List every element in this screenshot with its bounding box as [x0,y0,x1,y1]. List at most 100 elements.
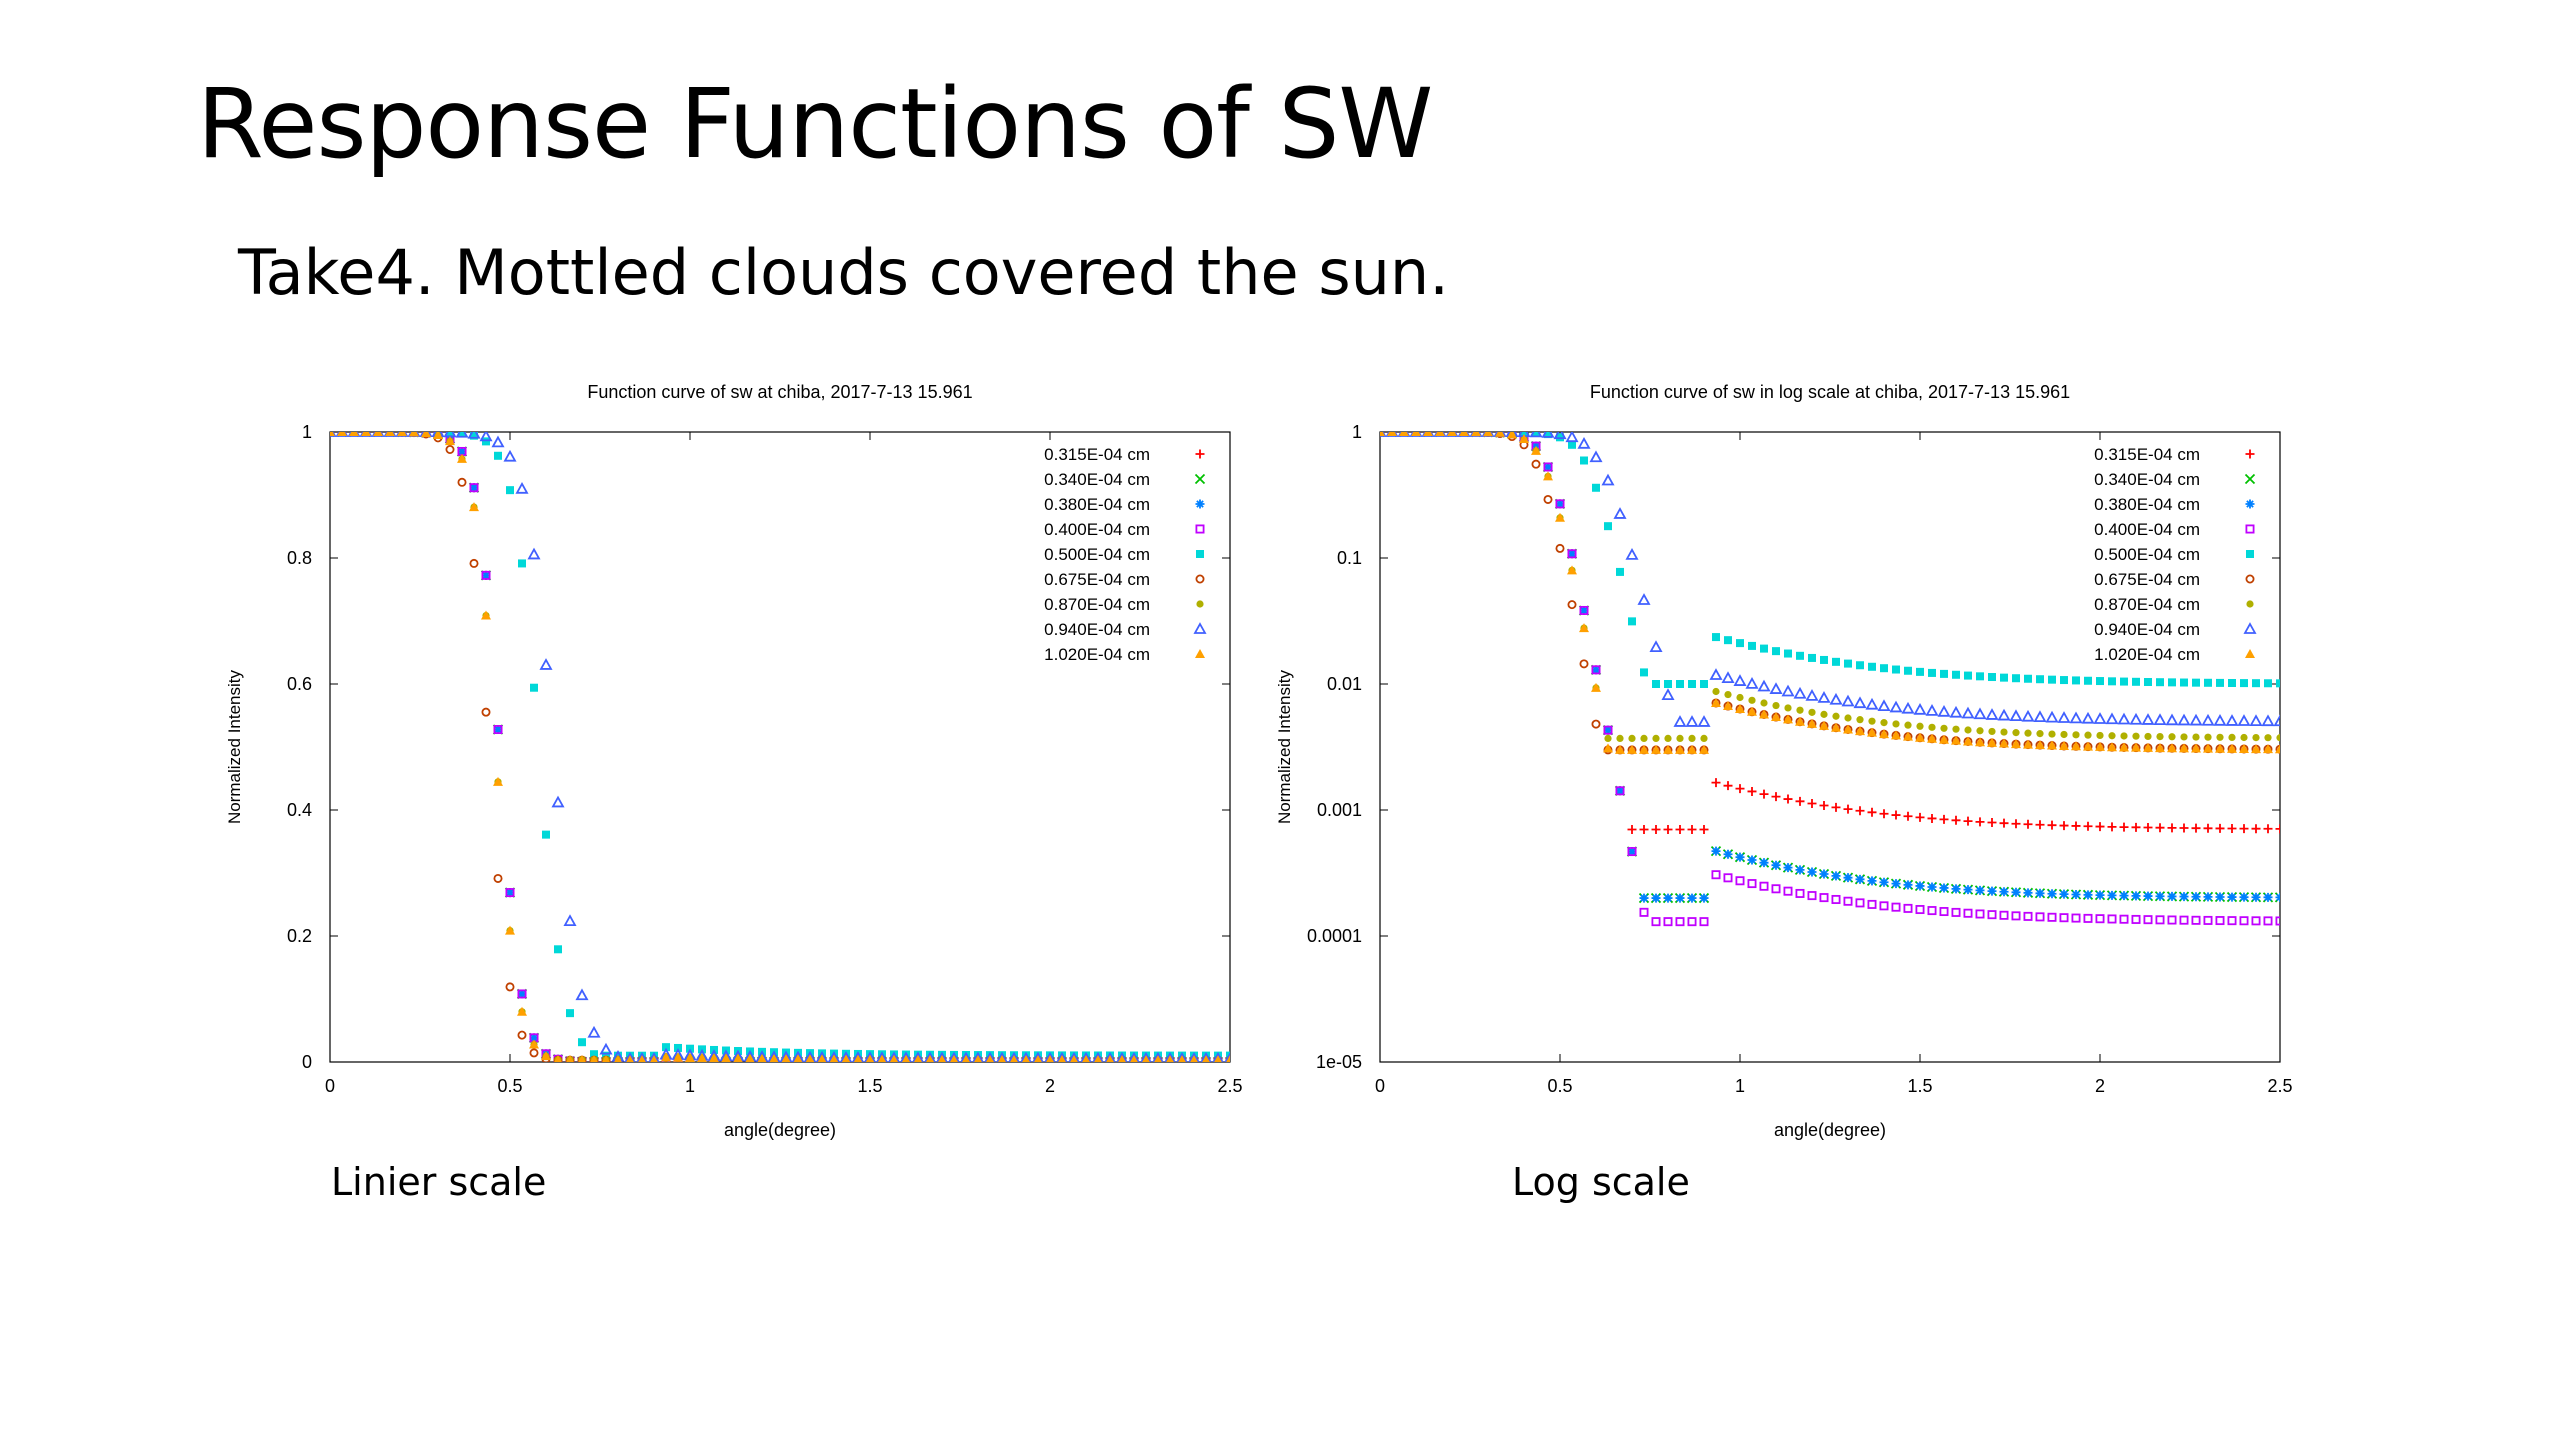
data-point [1044,1051,1056,1062]
data-point [1685,715,1699,727]
data-point [1819,869,1829,879]
legend-label: 0.380E-04 cm [1044,495,1150,514]
data-point [2215,743,2225,753]
data-point [817,1054,827,1062]
data-point [1807,867,1817,877]
data-point [2203,743,2213,753]
data-point [1616,567,1624,576]
data-point [330,432,335,437]
chart-title: Function curve of sw at chiba, 2017-7-13… [587,382,972,402]
data-point [455,432,469,438]
data-point [2251,744,2261,754]
data-point [1591,665,1601,675]
data-point [2240,679,2248,688]
data-point [2263,824,2273,834]
data-point [1915,881,1925,891]
data-point [2227,743,2237,753]
data-point [1747,786,1757,796]
data-point [1118,1055,1126,1062]
data-point [1068,1051,1080,1062]
data-point [721,1053,731,1062]
data-point [1591,665,1601,675]
data-point [1796,651,1804,660]
y-tick-label: 0.01 [1327,674,1362,694]
data-point [2177,713,2191,726]
data-point [1807,891,1817,901]
data-point [1771,860,1781,870]
data-point [1387,432,1397,436]
data-point [1975,885,1985,895]
y-tick-label: 0.8 [287,548,312,568]
data-point [2155,891,2165,901]
data-point [2120,677,2128,686]
x-tick-label: 2 [2095,1076,2105,1096]
data-point [1843,873,1853,883]
data-point [1879,809,1889,819]
data-point [1628,734,1636,743]
data-point [1892,665,1900,674]
data-point [2155,823,2165,833]
data-point [1589,450,1603,463]
data-point [1915,732,1925,742]
data-point [1915,812,1925,822]
data-point [974,1054,982,1062]
data-point [2035,912,2045,922]
data-point [1579,605,1589,615]
data-point [1904,666,1912,675]
data-point [1987,818,1997,828]
data-point [876,1051,888,1062]
data-point [1447,432,1457,437]
data-point [2048,730,2056,738]
data-point [1711,778,1721,788]
data-point [469,502,479,512]
data-point [361,432,371,437]
y-tick-label: 0.0001 [1307,926,1362,946]
data-point [2264,679,2272,688]
data-point [1212,1051,1224,1062]
data-point [709,1053,719,1062]
legend-marker [2243,622,2257,634]
data-point [1916,667,1924,676]
data-point [805,1054,815,1062]
data-point [1748,696,1756,704]
data-point [1140,1051,1152,1062]
legend-marker [2246,550,2254,558]
data-point [1880,664,1888,673]
legend-marker [2246,600,2254,608]
data-point [2059,740,2069,750]
data-point [1877,699,1891,712]
data-point [470,432,478,440]
data-point [1817,691,1831,703]
legend-label: 0.315E-04 cm [2094,445,2200,464]
data-point [2119,822,2129,832]
data-point [1987,737,1997,747]
legend-marker [1195,574,1205,584]
data-point [1613,507,1627,519]
data-point [1976,672,1984,681]
data-point [2201,713,2215,726]
data-point [1783,886,1793,896]
y-tick-label: 1 [1352,422,1362,442]
data-point [1699,917,1709,927]
data-point [2216,733,2224,741]
data-point [2251,892,2261,902]
data-point [1844,714,1852,722]
data-point [373,432,383,437]
data-point [554,945,562,954]
data-point [2143,823,2153,833]
data-point [2215,892,2225,902]
data-point [1913,702,1927,715]
data-point [2189,713,2203,726]
data-point [1721,671,1735,683]
data-point [1399,432,1409,437]
data-point [2167,891,2177,901]
data-point [1951,907,1961,917]
data-point [2228,733,2236,742]
data-point [1567,549,1577,559]
data-point [1855,726,1865,736]
data-point [2191,823,2201,833]
data-point [2251,916,2261,926]
data-point [457,446,467,456]
data-point [1008,1051,1020,1062]
x-tick-label: 1.5 [1907,1076,1932,1096]
